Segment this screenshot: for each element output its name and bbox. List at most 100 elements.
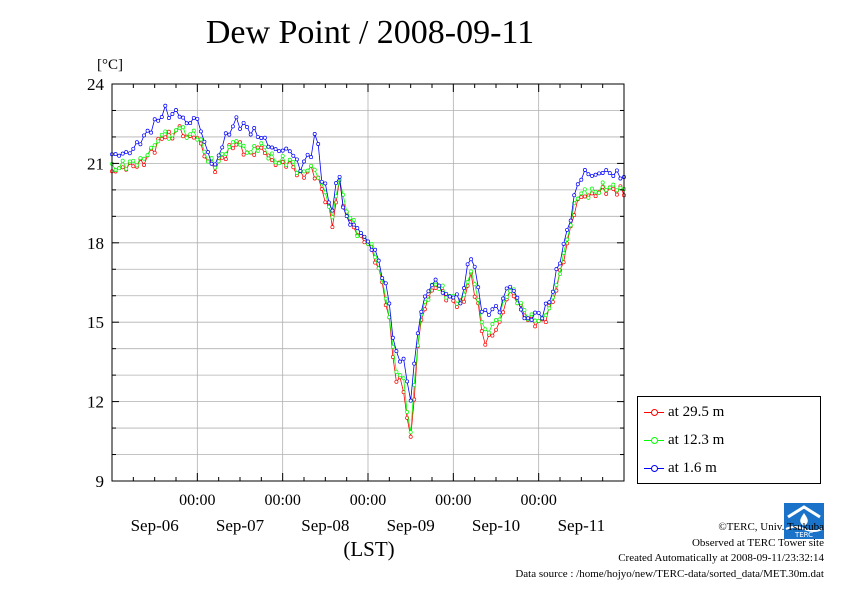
data-point — [408, 430, 413, 435]
data-point — [245, 150, 250, 155]
x-tick-label: 00:00 — [520, 492, 556, 509]
date-label: Sep-09 — [387, 516, 435, 535]
data-point — [366, 239, 370, 244]
data-point — [191, 135, 196, 140]
data-point — [170, 112, 175, 116]
data-point — [508, 284, 513, 289]
data-point — [127, 151, 132, 156]
x-tick-label: 00:00 — [435, 492, 471, 509]
data-point — [561, 241, 566, 246]
data-point — [177, 114, 182, 119]
data-point — [575, 196, 580, 201]
data-point — [415, 331, 420, 336]
y-tick-label: 18 — [87, 234, 104, 253]
data-point — [490, 322, 495, 327]
data-point — [206, 159, 210, 164]
data-point — [280, 160, 285, 164]
data-point — [124, 166, 129, 171]
data-point — [511, 288, 516, 293]
data-point — [213, 170, 218, 175]
data-point — [191, 115, 196, 120]
data-point — [134, 140, 139, 145]
data-point — [618, 176, 623, 181]
data-point — [142, 133, 146, 138]
data-point — [159, 136, 164, 141]
data-point — [351, 222, 356, 227]
data-point — [600, 180, 605, 185]
data-point — [120, 151, 125, 156]
data-point — [494, 318, 498, 322]
data-point — [273, 147, 278, 152]
data-point — [294, 171, 299, 175]
data-point — [422, 294, 427, 299]
data-point — [465, 262, 470, 267]
data-point — [465, 280, 470, 285]
date-label: Sep-08 — [301, 516, 349, 535]
date-label: Sep-06 — [131, 516, 179, 535]
data-point — [526, 316, 530, 321]
legend-swatch-red — [644, 407, 664, 417]
data-point — [177, 126, 182, 131]
data-point — [476, 297, 481, 302]
data-point — [550, 295, 555, 300]
data-point — [309, 155, 314, 160]
data-point — [554, 282, 559, 287]
data-point — [547, 300, 552, 305]
data-point — [575, 182, 580, 187]
data-point — [483, 342, 488, 347]
data-point — [358, 230, 363, 235]
data-point — [202, 139, 207, 144]
data-point — [127, 159, 132, 164]
data-point — [597, 171, 602, 176]
data-point — [284, 162, 289, 167]
data-point — [159, 132, 164, 137]
data-point — [582, 187, 587, 192]
data-point — [319, 187, 324, 191]
data-point — [131, 158, 136, 163]
data-point — [238, 126, 242, 131]
data-point — [131, 164, 136, 169]
data-point — [113, 152, 118, 157]
data-point — [213, 162, 218, 167]
data-point — [298, 169, 303, 173]
data-point — [334, 181, 338, 186]
data-point — [490, 333, 495, 338]
data-point — [515, 295, 520, 300]
data-point — [142, 163, 146, 167]
data-point — [590, 173, 594, 178]
data-point — [486, 312, 491, 317]
data-point — [597, 190, 602, 195]
data-point — [504, 295, 509, 299]
data-point — [252, 126, 257, 130]
data-point — [234, 142, 239, 147]
data-point — [316, 142, 321, 146]
data-point — [590, 186, 594, 191]
data-point — [426, 289, 431, 294]
data-point — [277, 161, 282, 166]
data-point — [234, 115, 239, 120]
legend-label: at 12.3 m — [668, 431, 725, 448]
data-point — [248, 132, 253, 137]
data-point — [486, 330, 491, 335]
data-point — [462, 299, 466, 304]
data-point — [462, 286, 466, 291]
data-point — [142, 156, 146, 161]
data-point — [195, 116, 200, 121]
data-point — [497, 317, 502, 322]
data-point — [383, 296, 388, 301]
series-3 — [110, 103, 626, 403]
logo-text: TERC — [794, 531, 813, 539]
data-point — [270, 145, 274, 150]
data-point — [582, 194, 587, 199]
data-point — [337, 174, 342, 179]
data-point — [163, 103, 168, 108]
data-point — [479, 329, 484, 334]
data-point — [117, 153, 122, 158]
data-point — [252, 152, 257, 157]
data-point — [494, 303, 498, 308]
data-point — [433, 282, 438, 287]
data-point — [540, 316, 545, 321]
x-tick-label: 00:00 — [179, 492, 215, 509]
data-point — [113, 168, 118, 172]
data-point — [213, 165, 218, 170]
